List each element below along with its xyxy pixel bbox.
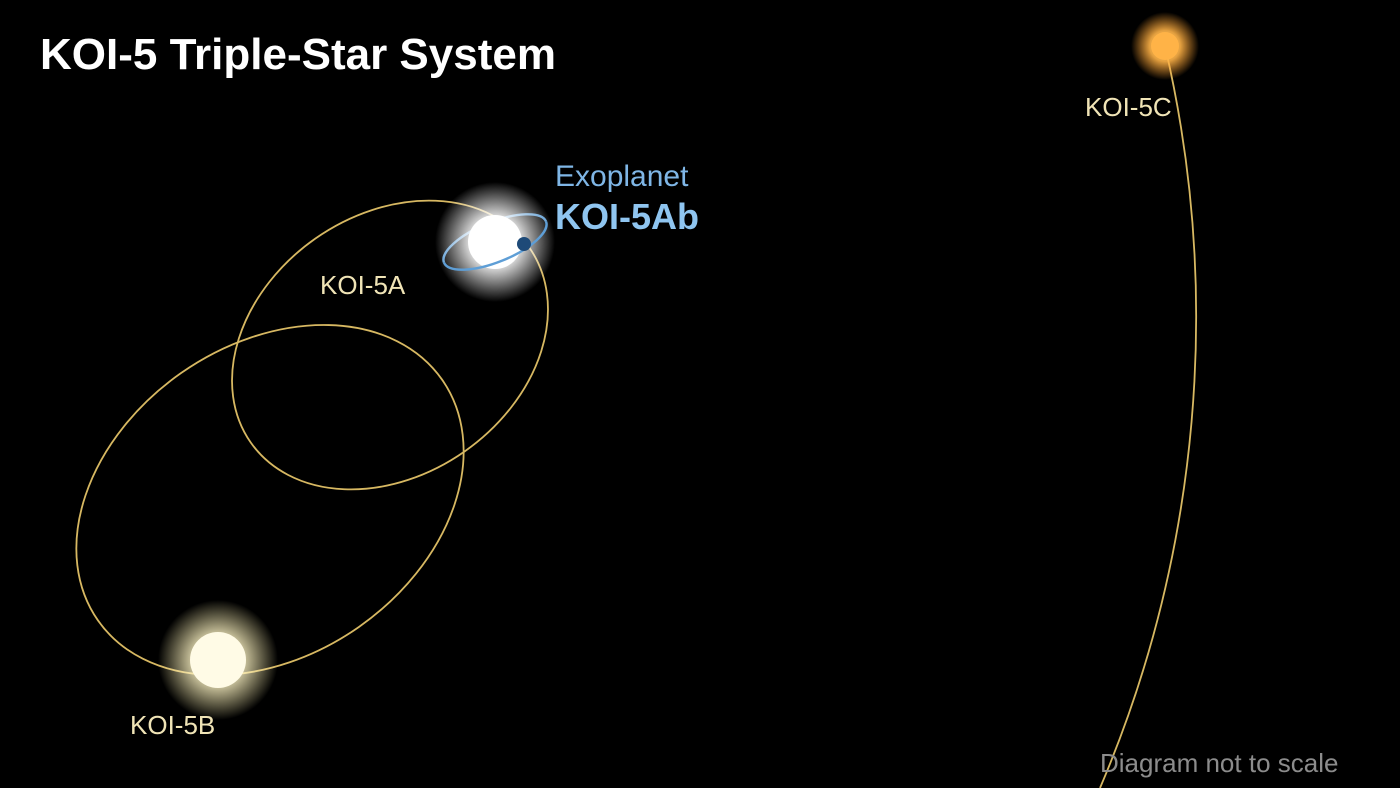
exoplanet-label-line2: KOI-5Ab <box>555 196 699 238</box>
star-b-label: KOI-5B <box>130 710 215 741</box>
exoplanet-label-line1: Exoplanet <box>555 160 688 194</box>
diagram-stage: KOI-5 Triple-Star System <box>0 0 1400 788</box>
orbit-c-arc <box>1100 46 1196 788</box>
star-a-label: KOI-5A <box>320 270 405 301</box>
star-c-core <box>1151 32 1179 60</box>
orbit-svg <box>0 0 1400 788</box>
star-b-core <box>190 632 246 688</box>
exoplanet-dot <box>517 237 531 251</box>
star-c-label: KOI-5C <box>1085 92 1172 123</box>
footnote: Diagram not to scale <box>1100 748 1338 779</box>
star-a-core <box>468 215 522 269</box>
